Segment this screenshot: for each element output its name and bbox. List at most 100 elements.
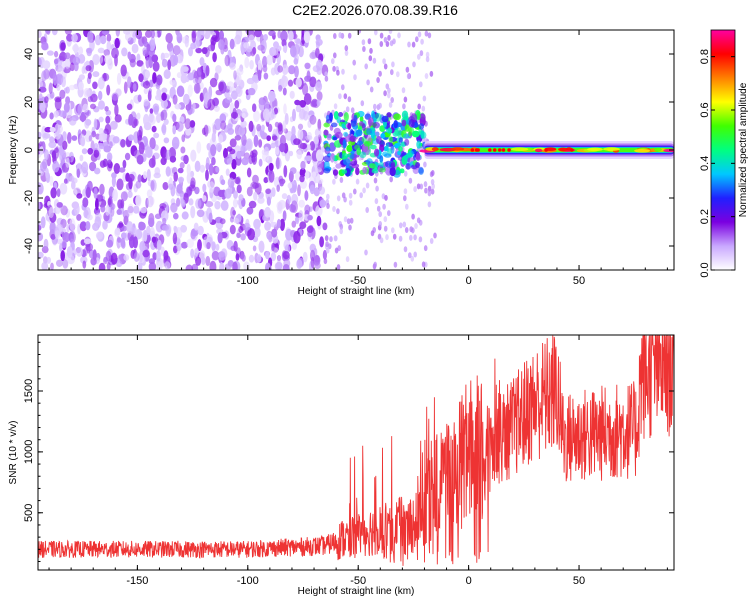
heatmap-cell — [339, 177, 344, 183]
heatmap-cell — [369, 47, 373, 54]
heatmap-cell — [359, 151, 367, 159]
heatmap-cell — [163, 52, 170, 59]
heatmap-cell — [156, 113, 161, 124]
heatmap-cell — [56, 188, 61, 198]
heatmap-cell — [201, 257, 206, 265]
heatmap-cell — [85, 65, 92, 72]
signal-hotspot — [653, 147, 662, 152]
heatmap-cell — [335, 131, 343, 139]
heatmap-cell — [266, 54, 274, 66]
heatmap-cell — [88, 135, 93, 142]
heatmap-cell — [138, 73, 144, 83]
heatmap-cell — [316, 99, 321, 107]
heatmap-cell — [201, 47, 208, 55]
heatmap-cell — [203, 124, 209, 137]
heatmap-cell — [176, 242, 182, 252]
heatmap-cell — [330, 122, 338, 128]
heatmap-cell — [59, 89, 66, 100]
heatmap-cell — [161, 87, 168, 94]
heatmap-cell — [113, 163, 121, 174]
heatmap-cell — [183, 93, 190, 105]
heatmap-cell — [230, 206, 236, 219]
heatmap-cell — [76, 193, 83, 199]
heatmap-cell — [129, 58, 136, 68]
heatmap-cell — [277, 65, 283, 73]
heatmap-cell — [256, 123, 262, 132]
heatmap-cell — [334, 247, 339, 254]
heatmap-cell — [364, 249, 368, 256]
heatmap-cell — [146, 225, 151, 236]
heatmap-cell — [154, 167, 161, 176]
heatmap-cell — [118, 221, 124, 228]
heatmap-cell — [224, 263, 232, 270]
heatmap-cell — [398, 145, 403, 152]
heatmap-cell — [365, 207, 370, 213]
heatmap-cell — [238, 194, 244, 201]
heatmap-cell — [298, 199, 306, 208]
heatmap-cell — [173, 54, 179, 66]
heatmap-cell — [263, 177, 269, 184]
heatmap-cell — [243, 261, 250, 270]
heatmap-cell — [61, 76, 66, 88]
heatmap-cell — [106, 33, 112, 42]
heatmap-cell — [161, 124, 167, 134]
heatmap-cell — [81, 66, 86, 75]
heatmap-cell — [383, 225, 388, 232]
heatmap-cell — [142, 249, 150, 258]
heatmap-cell — [220, 120, 227, 130]
heatmap-cell — [376, 77, 380, 83]
heatmap-cell — [265, 262, 271, 270]
heatmap-cell — [293, 230, 301, 244]
heatmap-cell — [309, 243, 316, 253]
heatmap-cell — [116, 209, 122, 215]
heatmap-cell — [243, 42, 250, 49]
heatmap-cell — [181, 199, 186, 206]
heatmap-cell — [410, 255, 415, 262]
heatmap-cell — [347, 32, 352, 39]
heatmap-cell — [326, 133, 332, 141]
heatmap-cell — [282, 210, 287, 222]
y-tick-label: -20 — [23, 190, 35, 206]
heatmap-cell — [341, 84, 345, 91]
heatmap-cell — [196, 209, 205, 218]
snr-ylabel: SNR (10 * v/v) — [8, 421, 19, 485]
heatmap-cell — [212, 52, 217, 63]
heatmap-cell — [343, 112, 349, 122]
heatmap-cell — [78, 74, 85, 80]
heatmap-cell — [92, 81, 98, 90]
heatmap-cell — [202, 195, 207, 202]
heatmap-cell — [146, 189, 153, 198]
heatmap-cell — [378, 102, 382, 109]
heatmap-cell — [106, 262, 111, 270]
heatmap-cell — [312, 65, 321, 73]
heatmap-cell — [78, 46, 84, 55]
heatmap-cell — [390, 69, 394, 76]
heatmap-cell — [324, 235, 329, 242]
heatmap-cell — [76, 213, 82, 221]
heatmap-cell — [413, 251, 418, 258]
heatmap-cell — [219, 261, 225, 270]
heatmap-cell — [417, 53, 421, 60]
heatmap-cell — [364, 63, 369, 70]
heatmap-cell — [415, 151, 421, 161]
heatmap-cell — [68, 84, 76, 91]
heatmap-cell — [307, 214, 313, 221]
heatmap-cell — [82, 197, 89, 208]
heatmap-cell — [281, 39, 287, 47]
heatmap-cell — [217, 189, 226, 198]
heatmap-cell — [102, 141, 109, 148]
heatmap-cell — [229, 62, 236, 70]
heatmap-cell — [262, 56, 268, 68]
colorbar-tick-label: 0.2 — [699, 209, 711, 224]
heatmap-cell — [256, 254, 262, 263]
heatmap-cell — [234, 135, 242, 141]
signal-peak — [476, 148, 480, 152]
y-tick-label: 500 — [23, 504, 35, 522]
heatmap-cell — [99, 183, 105, 196]
heatmap-cell — [315, 81, 323, 92]
heatmap-cell — [69, 234, 74, 242]
heatmap-cell — [100, 35, 107, 45]
heatmap-cell — [185, 127, 192, 136]
heatmap-cell — [353, 114, 358, 125]
